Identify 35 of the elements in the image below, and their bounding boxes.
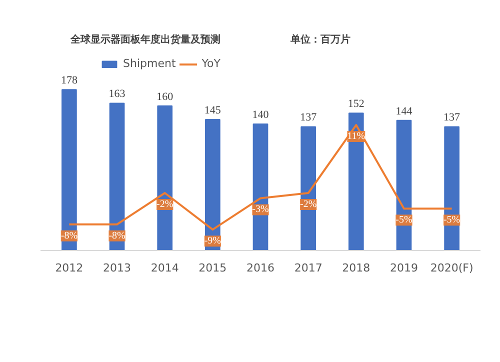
data-label: 152 [348,98,364,110]
bar [62,89,77,250]
x-tick-label: 2014 [150,262,179,274]
bar [157,105,173,250]
data-label: 160 [156,90,174,103]
x-tick-label: 2018 [342,262,370,274]
x-tick-label: 2019 [390,262,418,274]
data-label: -5% [396,214,412,226]
data-label: -2% [300,199,317,210]
data-label: 137 [300,112,318,124]
data-label: -9% [204,236,222,247]
data-label: 140 [252,108,270,121]
legend-label: Shipment [123,57,176,70]
data-label: -3% [252,204,269,216]
x-tick-label: 2020(F) [430,262,474,274]
data-label: 144 [396,105,413,118]
legend-label: YoY [202,57,222,70]
data-label: 11% [347,131,366,142]
bar [444,126,460,250]
data-label: -5% [443,214,460,226]
chart-title: 全球显示器面板年度出货量及预测 [70,34,220,46]
chart-subtitle: 单位：百万片 [290,34,350,46]
data-label: -8% [60,230,78,242]
data-label: 163 [108,88,126,100]
data-label: 137 [444,112,461,124]
x-tick-label: 2017 [294,262,322,274]
x-tick-label: 2013 [103,262,132,274]
x-tick-label: 2012 [55,262,84,274]
data-label: -2% [156,199,174,210]
bar [348,112,364,250]
x-tick-label: 2016 [246,262,275,274]
data-label: 145 [204,104,222,116]
data-label: -8% [108,230,126,242]
data-label: 178 [60,74,78,87]
x-tick-label: 2015 [198,262,227,274]
